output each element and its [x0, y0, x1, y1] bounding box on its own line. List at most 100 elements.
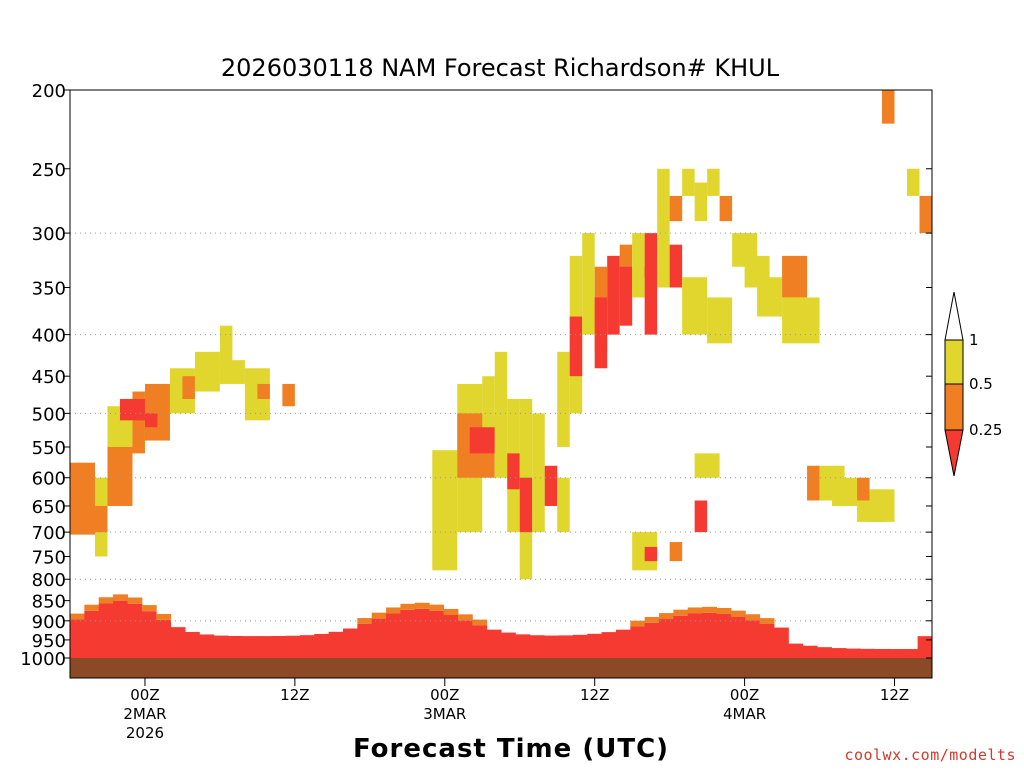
boundary-layer-edge [644, 616, 660, 623]
boundary-layer-band [572, 634, 588, 658]
boundary-layer-edge [702, 606, 717, 613]
boundary-layer-edge [745, 614, 761, 621]
boundary-layer-edge [687, 607, 703, 614]
boundary-layer-band [472, 625, 488, 658]
boundary-layer-edge [630, 620, 646, 627]
x-tick-label: 00Z [430, 686, 459, 704]
boundary-layer-band [242, 636, 258, 658]
chart-title: 2026030118 NAM Forecast Richardson# KHUL [221, 54, 780, 82]
heatmap-cell [107, 447, 133, 506]
heatmap-cell [219, 325, 233, 369]
heatmap-cell [694, 453, 720, 478]
heatmap-cell [619, 266, 633, 326]
heatmap-cell [119, 398, 145, 421]
x-tick-label: 2026 [126, 724, 164, 742]
boundary-layer-edge [98, 597, 114, 604]
x-tick-label: 12Z [580, 686, 609, 704]
boundary-layer-band [501, 632, 516, 658]
boundary-layer-band [256, 636, 272, 658]
boundary-layer-band [386, 613, 401, 658]
y-tick-label: 500 [32, 404, 66, 425]
heatmap-cell [757, 277, 783, 317]
x-tick-label: 2MAR [123, 705, 166, 723]
boundary-layer-band [285, 635, 301, 658]
boundary-layer-band [371, 618, 387, 658]
heatmap-cell [644, 546, 658, 562]
boundary-layer-band [630, 626, 646, 658]
y-tick-label: 700 [32, 523, 66, 544]
legend-swatch [944, 383, 964, 431]
boundary-layer-edge [386, 607, 401, 614]
heatmap-cell [557, 477, 570, 533]
credit-link[interactable]: coolwx.com/modelts [844, 746, 1016, 764]
boundary-layer-edge [659, 613, 674, 620]
heatmap-cell [632, 233, 645, 298]
boundary-layer-band [587, 633, 603, 658]
heatmap-cell [644, 266, 658, 335]
x-tick-label: 4MAR [723, 705, 766, 723]
heatmap-cell [282, 383, 295, 407]
boundary-layer-band [817, 647, 832, 658]
legend-swatch-bottom [944, 429, 964, 477]
boundary-layer-band [874, 648, 890, 658]
boundary-layer-edge [70, 613, 85, 620]
heatmap-cell [494, 351, 508, 478]
heatmap-cell [594, 297, 608, 369]
x-tick-label: 5MAR [1023, 705, 1024, 723]
heatmap-cell [219, 360, 245, 384]
y-tick-label: 850 [32, 592, 66, 613]
heatmap-cell [557, 351, 570, 448]
legend-label: 1 [969, 331, 979, 349]
boundary-layer-band [903, 649, 919, 658]
heatmap-cell [719, 195, 733, 222]
boundary-layer-edge [759, 618, 775, 624]
heatmap-cell [707, 168, 720, 196]
boundary-layer-band [127, 603, 143, 658]
boundary-layer-edge [673, 609, 689, 616]
ground-strip [70, 658, 932, 678]
boundary-layer-edge [141, 605, 157, 612]
heatmap-cell [257, 383, 270, 399]
boundary-layer-band [486, 629, 502, 658]
plot-area [70, 90, 933, 678]
boundary-layer-band [199, 634, 215, 658]
plot-frame [69, 89, 933, 679]
heatmap-cell [469, 427, 495, 454]
boundary-layer-edge [414, 602, 430, 609]
boundary-layer-band [457, 620, 473, 658]
boundary-layer-band [558, 635, 574, 658]
boundary-layer-band [659, 619, 674, 658]
heatmap-cell [807, 465, 820, 501]
boundary-layer-edge [357, 618, 373, 624]
boundary-layer-band [831, 648, 847, 658]
boundary-layer-band [84, 610, 100, 658]
boundary-layer-band [429, 610, 445, 658]
heatmap-cell [607, 255, 620, 335]
axes: 200 250 300 350 400 450 500 550 600 650 700 7508008… [20, 81, 1024, 742]
boundary-layer-edge [84, 604, 100, 611]
heatmap-cell [907, 168, 920, 196]
legend-swatch [944, 339, 964, 385]
boundary-layer-band [70, 619, 85, 658]
boundary-layer-band [98, 603, 114, 658]
boundary-layer-band [228, 635, 243, 658]
heatmap-cell [707, 297, 733, 344]
boundary-layer-band [745, 620, 761, 658]
y-tick-label: 200 [32, 81, 66, 102]
boundary-layer-band [788, 643, 804, 658]
boundary-layer-band [544, 635, 559, 658]
heatmap-cell [432, 450, 458, 571]
heatmap-cell [694, 500, 708, 533]
boundary-layer-edge [127, 597, 143, 604]
y-tick-label: 350 [32, 278, 66, 299]
heatmap-cell [782, 297, 820, 344]
x-tick-label: 3MAR [423, 705, 466, 723]
heatmap-cell [94, 505, 108, 533]
boundary-layer-edge [371, 612, 387, 619]
heatmap-cell [194, 351, 220, 392]
heatmap-cell [682, 277, 708, 335]
boundary-layer-band [673, 615, 689, 658]
y-tick-label: 300 [32, 224, 66, 245]
y-tick-label: 600 [32, 469, 66, 490]
y-tick-label: 750 [32, 547, 66, 568]
